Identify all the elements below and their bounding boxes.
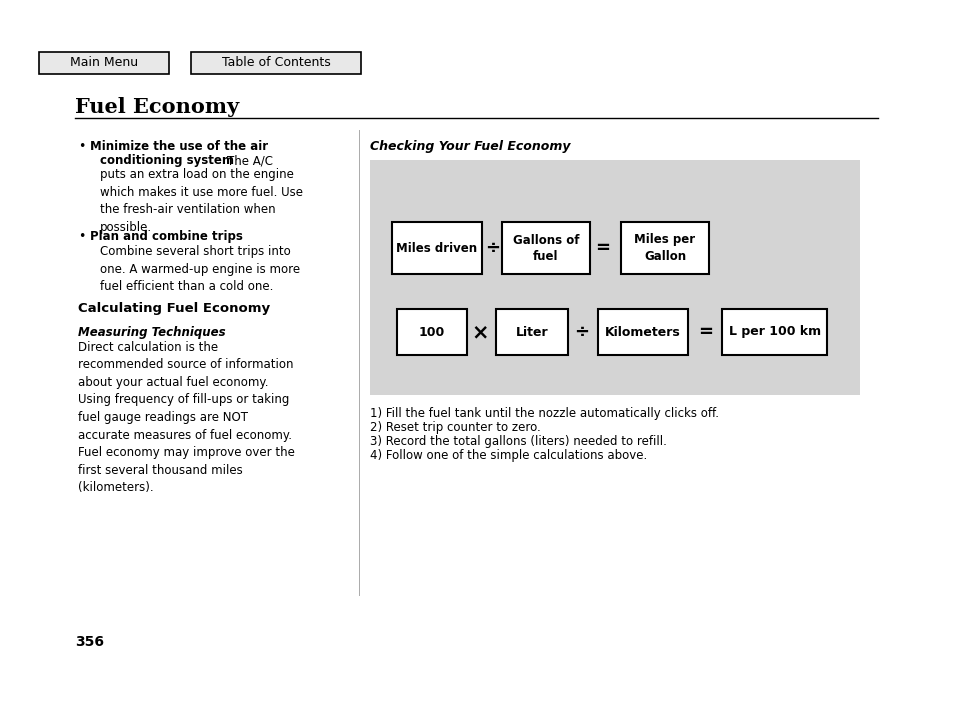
Text: ÷: ÷ — [485, 239, 500, 257]
FancyBboxPatch shape — [370, 160, 859, 395]
FancyBboxPatch shape — [496, 309, 567, 355]
Text: Main Menu: Main Menu — [70, 56, 138, 70]
Text: puts an extra load on the engine
which makes it use more fuel. Use
the fresh-air: puts an extra load on the engine which m… — [100, 168, 303, 233]
Text: Gallons of
fuel: Gallons of fuel — [512, 233, 578, 263]
Text: 3) Record the total gallons (liters) needed to refill.: 3) Record the total gallons (liters) nee… — [370, 435, 666, 448]
Text: 4) Follow one of the simple calculations above.: 4) Follow one of the simple calculations… — [370, 449, 646, 462]
Text: Minimize the use of the air: Minimize the use of the air — [90, 140, 268, 153]
Text: ÷: ÷ — [574, 323, 589, 341]
Text: Miles per
Gallon: Miles per Gallon — [634, 233, 695, 263]
Text: conditioning system: conditioning system — [100, 154, 233, 167]
Text: =: = — [698, 323, 713, 341]
Text: Calculating Fuel Economy: Calculating Fuel Economy — [78, 302, 270, 315]
Text: Plan and combine trips: Plan and combine trips — [90, 230, 243, 243]
Text: 1) Fill the fuel tank until the nozzle automatically clicks off.: 1) Fill the fuel tank until the nozzle a… — [370, 407, 719, 420]
Text: Direct calculation is the
recommended source of information
about your actual fu: Direct calculation is the recommended so… — [78, 341, 294, 494]
FancyBboxPatch shape — [620, 222, 708, 274]
FancyBboxPatch shape — [598, 309, 687, 355]
Text: Measuring Techniques: Measuring Techniques — [78, 326, 226, 339]
Text: Liter: Liter — [516, 325, 548, 338]
FancyBboxPatch shape — [39, 52, 169, 74]
Text: 356: 356 — [75, 635, 104, 649]
Text: 2) Reset trip counter to zero.: 2) Reset trip counter to zero. — [370, 421, 540, 434]
Text: ×: × — [471, 322, 488, 342]
Text: •: • — [78, 140, 85, 153]
Text: Table of Contents: Table of Contents — [221, 56, 330, 70]
FancyBboxPatch shape — [392, 222, 481, 274]
Text: Miles driven: Miles driven — [396, 241, 477, 254]
Text: =: = — [595, 239, 610, 257]
Text: Kilometers: Kilometers — [604, 325, 680, 338]
Text: The A/C: The A/C — [212, 154, 273, 167]
FancyBboxPatch shape — [501, 222, 589, 274]
Text: L per 100 km: L per 100 km — [728, 325, 821, 338]
FancyBboxPatch shape — [721, 309, 826, 355]
Text: 100: 100 — [418, 325, 445, 338]
Text: Fuel Economy: Fuel Economy — [75, 97, 239, 117]
Text: •: • — [78, 230, 85, 243]
Text: Checking Your Fuel Economy: Checking Your Fuel Economy — [370, 140, 570, 153]
FancyBboxPatch shape — [191, 52, 360, 74]
FancyBboxPatch shape — [396, 309, 467, 355]
Text: Combine several short trips into
one. A warmed-up engine is more
fuel efficient : Combine several short trips into one. A … — [100, 245, 300, 293]
